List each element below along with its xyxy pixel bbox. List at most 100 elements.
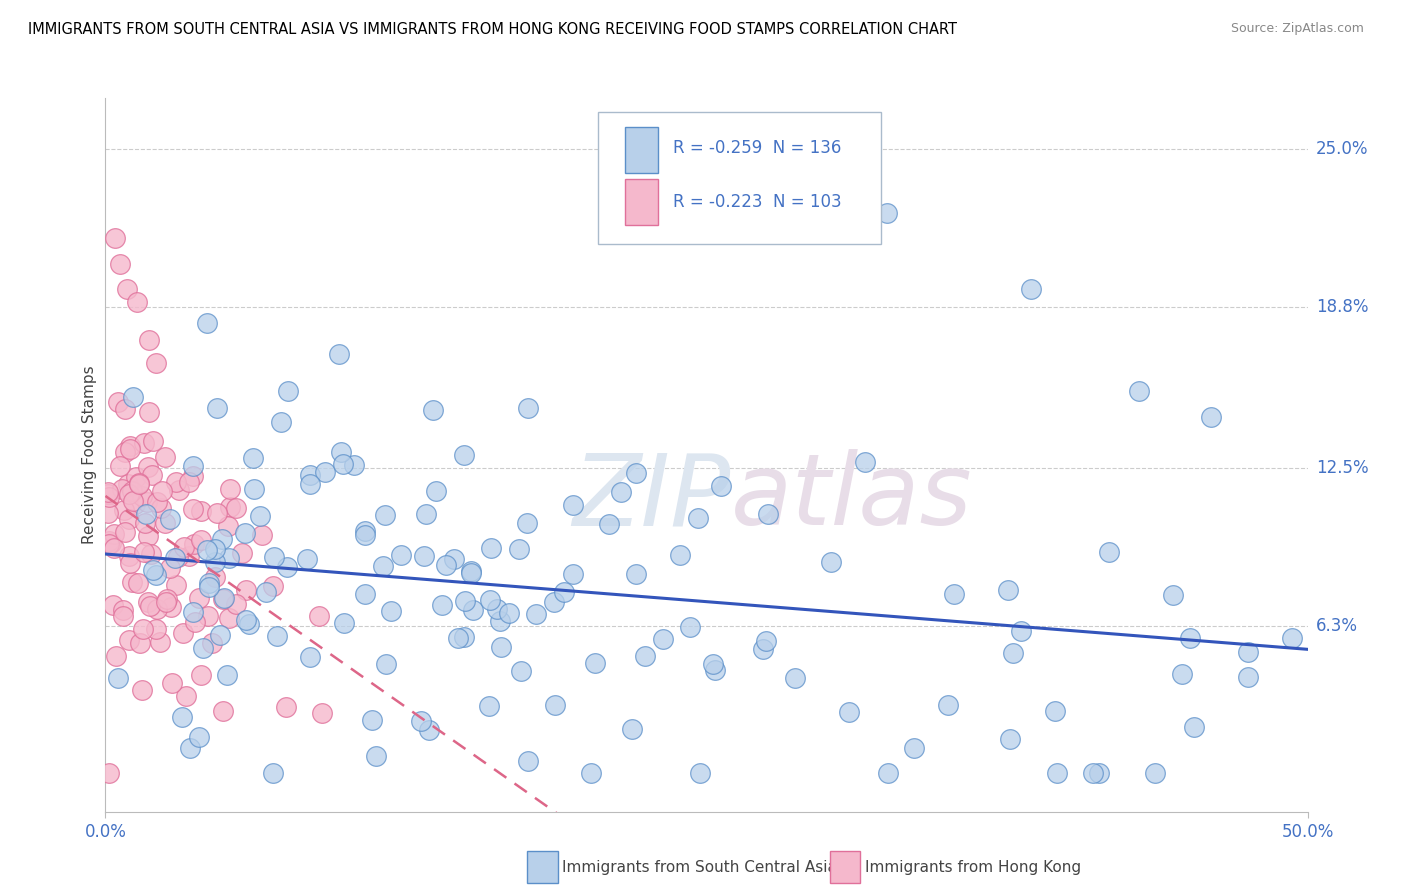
Point [669, 548, 692, 562]
Text: R = -0.259  N = 136: R = -0.259 N = 136 [673, 139, 841, 157]
Point [104, 231, 127, 245]
Point [122, 493, 145, 508]
Point [936, 698, 959, 712]
Point [190, 504, 212, 518]
Point [516, 754, 538, 768]
Point [141, 468, 163, 483]
Point [145, 495, 167, 509]
Point [181, 468, 204, 483]
Point [562, 498, 585, 512]
Point [145, 601, 167, 615]
Point [195, 316, 218, 330]
Point [443, 551, 465, 566]
Point [97, 506, 120, 520]
Point [142, 434, 165, 448]
Y-axis label: Receiving Food Stamps: Receiving Food Stamps [82, 366, 97, 544]
Point [138, 460, 160, 475]
Point [447, 631, 470, 645]
Point [212, 704, 235, 718]
Point [364, 749, 387, 764]
Point [876, 766, 898, 780]
Point [104, 648, 127, 663]
Point [249, 508, 271, 523]
Point [204, 541, 226, 556]
Point [479, 541, 502, 555]
Point [217, 519, 239, 533]
Text: R = -0.223  N = 103: R = -0.223 N = 103 [673, 193, 841, 211]
FancyBboxPatch shape [624, 178, 658, 225]
Point [155, 516, 177, 530]
Point [425, 484, 447, 499]
Point [380, 604, 402, 618]
Point [755, 634, 778, 648]
Point [250, 528, 273, 542]
Point [1019, 282, 1042, 296]
Point [1001, 647, 1024, 661]
Point [141, 547, 163, 561]
Point [179, 740, 201, 755]
Point [308, 609, 330, 624]
Point [997, 582, 1019, 597]
Point [208, 628, 231, 642]
Point [207, 401, 229, 415]
Point [610, 485, 633, 500]
Point [498, 607, 520, 621]
Point [998, 732, 1021, 747]
Point [343, 458, 366, 473]
Point [626, 566, 648, 581]
Point [225, 597, 247, 611]
Point [652, 632, 675, 646]
Point [153, 450, 176, 464]
Point [333, 615, 356, 630]
Point [134, 436, 156, 450]
Point [1128, 384, 1150, 399]
Point [125, 295, 148, 310]
Text: Immigrants from South Central Asia: Immigrants from South Central Asia [562, 860, 838, 874]
Point [197, 609, 219, 624]
Point [1182, 720, 1205, 734]
Point [193, 641, 215, 656]
Point [434, 558, 457, 573]
Point [98, 490, 121, 504]
Point [132, 622, 155, 636]
Point [132, 545, 155, 559]
Point [124, 497, 146, 511]
Point [131, 683, 153, 698]
Point [1236, 670, 1258, 684]
Point [118, 439, 141, 453]
Point [460, 565, 482, 579]
Text: 6.3%: 6.3% [1316, 616, 1358, 635]
Point [115, 282, 138, 296]
Point [299, 477, 322, 491]
Point [101, 599, 124, 613]
Point [131, 489, 153, 503]
Point [172, 626, 194, 640]
Point [114, 445, 136, 459]
Point [181, 605, 204, 619]
Point [135, 495, 157, 509]
Point [181, 502, 204, 516]
Point [134, 516, 156, 530]
Text: atlas: atlas [731, 450, 972, 546]
Point [112, 609, 135, 624]
Point [149, 635, 172, 649]
Point [160, 599, 183, 614]
Point [118, 487, 141, 501]
Point [1088, 766, 1111, 780]
Point [117, 549, 139, 564]
Point [633, 648, 655, 663]
Point [298, 468, 321, 483]
Point [117, 632, 139, 647]
Point [172, 710, 194, 724]
Point [233, 525, 256, 540]
Point [329, 445, 352, 459]
Point [1237, 645, 1260, 659]
Point [598, 516, 620, 531]
Point [110, 482, 132, 496]
Point [783, 671, 806, 685]
Point [136, 595, 159, 609]
Point [97, 537, 120, 551]
Point [190, 668, 212, 682]
Point [231, 546, 253, 560]
Point [508, 542, 530, 557]
